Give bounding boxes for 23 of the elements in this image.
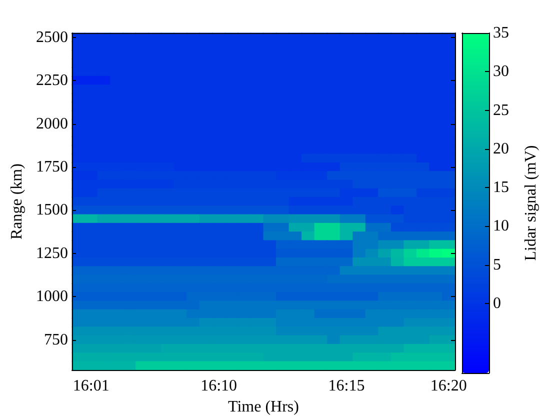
y-tick-label: 750 bbox=[44, 331, 68, 348]
color-bar-label: 10 bbox=[493, 218, 509, 235]
x-axis-title: Time (Hrs) bbox=[228, 398, 299, 416]
x-tick-label: 16:10 bbox=[200, 378, 238, 395]
color-bar-label: 20 bbox=[493, 140, 509, 158]
y-tick-label: 2500 bbox=[36, 28, 68, 46]
y-axis-title: Range (km) bbox=[8, 164, 26, 240]
x-tick-label: 16:20 bbox=[430, 378, 467, 395]
y-tick-label: 2250 bbox=[36, 72, 68, 90]
color-bar-label: 25 bbox=[493, 102, 509, 119]
color-bar-label: 0 bbox=[493, 294, 501, 312]
color-bar-label: 30 bbox=[493, 63, 509, 80]
color-bar-label: 5 bbox=[493, 256, 501, 274]
color-bar-label: 15 bbox=[493, 179, 509, 196]
color-bar-label: 35 bbox=[493, 24, 509, 42]
y-tick-label: 1250 bbox=[36, 244, 68, 262]
y-tick-label: 1750 bbox=[36, 158, 68, 176]
y-tick-label: 2000 bbox=[36, 115, 68, 132]
y-tick-label: 1000 bbox=[36, 288, 68, 306]
x-tick-label: 16:15 bbox=[328, 378, 365, 395]
x-tick-label: 16:01 bbox=[72, 378, 110, 395]
color-bar-title: Lidar signal (mV) bbox=[522, 145, 540, 261]
y-tick-label: 1500 bbox=[36, 202, 68, 219]
